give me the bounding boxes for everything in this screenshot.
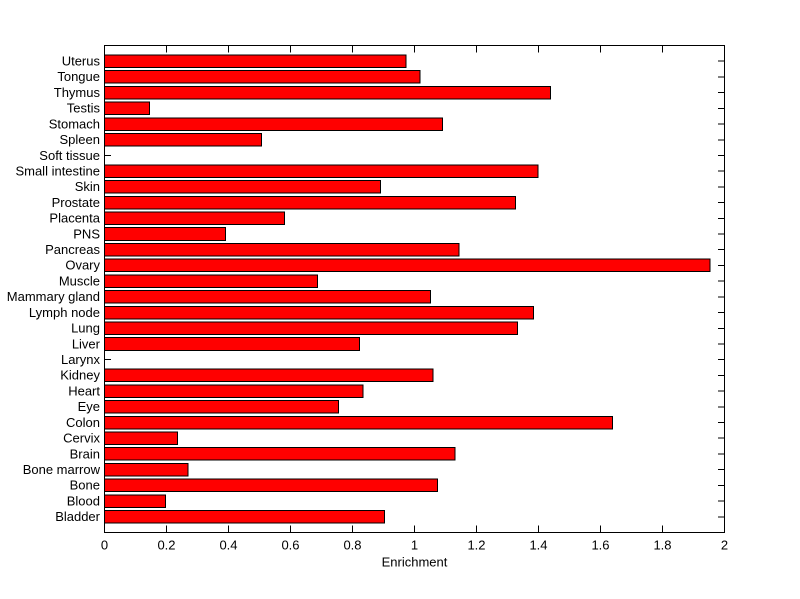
svg-text:Larynx: Larynx <box>61 352 101 367</box>
svg-text:2: 2 <box>721 538 728 553</box>
svg-text:1.6: 1.6 <box>591 538 609 553</box>
svg-text:Ovary: Ovary <box>65 258 100 273</box>
svg-text:0: 0 <box>101 538 108 553</box>
svg-text:Colon: Colon <box>66 415 100 430</box>
svg-text:Bone: Bone <box>70 478 100 493</box>
svg-text:Cervix: Cervix <box>63 431 100 446</box>
svg-text:Blood: Blood <box>67 493 100 508</box>
svg-text:Enrichment: Enrichment <box>382 555 448 570</box>
svg-text:Pancreas: Pancreas <box>45 242 100 257</box>
svg-text:Small intestine: Small intestine <box>15 164 100 179</box>
svg-text:Soft tissue: Soft tissue <box>39 148 100 163</box>
svg-text:Stomach: Stomach <box>49 116 100 131</box>
svg-text:Uterus: Uterus <box>62 54 101 69</box>
svg-text:1.2: 1.2 <box>467 538 485 553</box>
svg-text:Placenta: Placenta <box>49 211 100 226</box>
svg-text:0.4: 0.4 <box>219 538 237 553</box>
svg-text:Heart: Heart <box>68 383 100 398</box>
svg-text:PNS: PNS <box>73 226 100 241</box>
svg-text:Eye: Eye <box>78 399 100 414</box>
svg-text:Tongue: Tongue <box>57 69 100 84</box>
svg-text:1.4: 1.4 <box>529 538 547 553</box>
svg-text:Kidney: Kidney <box>60 368 100 383</box>
svg-text:Testis: Testis <box>67 101 101 116</box>
svg-text:Muscle: Muscle <box>59 273 100 288</box>
svg-text:0.8: 0.8 <box>343 538 361 553</box>
svg-text:Lung: Lung <box>71 321 100 336</box>
svg-text:1.8: 1.8 <box>653 538 671 553</box>
svg-text:Skin: Skin <box>75 179 100 194</box>
svg-text:Bladder: Bladder <box>55 509 100 524</box>
svg-text:1: 1 <box>411 538 418 553</box>
svg-text:0.6: 0.6 <box>281 538 299 553</box>
svg-text:Liver: Liver <box>72 336 101 351</box>
svg-text:Lymph node: Lymph node <box>29 305 100 320</box>
svg-text:Thymus: Thymus <box>54 85 101 100</box>
svg-text:Mammary gland: Mammary gland <box>7 289 100 304</box>
svg-text:Prostate: Prostate <box>52 195 100 210</box>
svg-text:Bone marrow: Bone marrow <box>23 462 101 477</box>
svg-text:Spleen: Spleen <box>60 132 100 147</box>
svg-text:Brain: Brain <box>70 446 100 461</box>
svg-text:0.2: 0.2 <box>157 538 175 553</box>
